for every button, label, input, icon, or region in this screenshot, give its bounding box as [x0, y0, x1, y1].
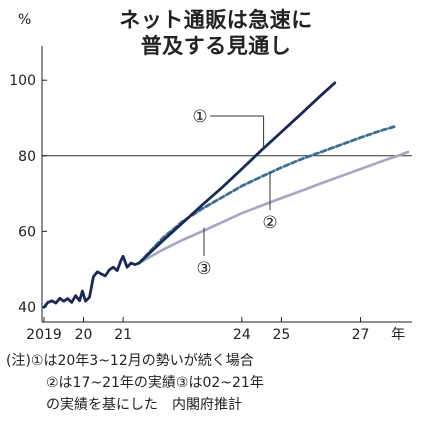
footnote-line-1: (注)①は20年3~12月の勢いが続く場合 — [6, 353, 254, 369]
annotation-layer: ① ② ③ — [192, 107, 277, 279]
y-tick-label: 100 — [9, 73, 36, 89]
annotation-label-s3: ③ — [196, 259, 211, 279]
footnote-line-3: の実績を基にした 内閣府推計 — [46, 397, 242, 413]
series-line-actual — [42, 254, 141, 309]
chart-title: ネット通販は急速に — [119, 8, 313, 32]
x-tick-label: 25 — [272, 327, 290, 343]
y-axis-label: % — [18, 12, 32, 28]
annotation-label-s2: ② — [262, 213, 277, 233]
x-tick-label: 27 — [352, 327, 370, 343]
chart-subtitle: 普及する見通し — [140, 34, 292, 58]
plot-area: 40 60 80 100 2019 20 21 24 25 27 年 ① ② ③ — [9, 46, 412, 343]
axes: 40 60 80 100 2019 20 21 24 25 27 年 — [9, 46, 412, 343]
x-axis-unit: 年 — [391, 327, 405, 343]
x-tick-label: 2019 — [26, 327, 62, 343]
x-tick-label: 21 — [114, 327, 132, 343]
x-tick-label: 24 — [233, 327, 251, 343]
footnote-line-2: ②は17~21年の実績③は02~21年 — [46, 375, 264, 391]
y-tick-label: 40 — [18, 300, 36, 316]
y-tick-label: 80 — [18, 149, 36, 165]
y-tick-label: 60 — [18, 224, 36, 240]
series-line-s3 — [137, 150, 410, 265]
x-tick-label: 20 — [75, 327, 93, 343]
series-line-s1 — [137, 81, 337, 265]
series-layer — [42, 81, 410, 309]
annotation-label-s1: ① — [192, 107, 207, 127]
